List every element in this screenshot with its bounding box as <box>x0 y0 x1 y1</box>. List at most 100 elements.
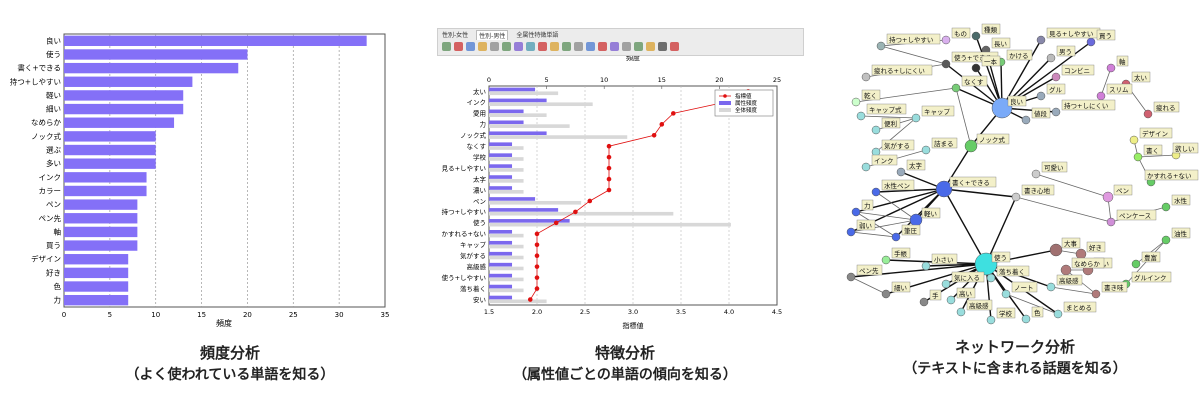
network-node-label: キャップ <box>921 105 955 117</box>
network-node <box>941 59 951 69</box>
label-box <box>956 287 976 299</box>
bar-total-frequency <box>489 124 570 128</box>
toolbar-tool-icon[interactable] <box>502 42 511 51</box>
y-tick-label: 使う <box>473 218 486 227</box>
network-edge <box>1035 173 1109 198</box>
label-text: 疲れる <box>1156 103 1176 112</box>
label-box <box>1046 83 1066 95</box>
bar-attribute-frequency <box>489 142 513 147</box>
label-box <box>1143 144 1163 156</box>
toolbar-tool-icon[interactable] <box>526 42 535 51</box>
toolbar-tool-icon[interactable] <box>598 42 607 51</box>
toolbar-tool-icon[interactable] <box>574 42 583 51</box>
y-tick-label: 多い <box>46 158 61 168</box>
label-box <box>1021 184 1055 196</box>
network-node <box>919 297 929 307</box>
label-box <box>991 37 1011 49</box>
label-text: グルインク <box>1134 273 1167 282</box>
bottom-tick-label: 3.5 <box>676 308 686 316</box>
toolbar-tool-icon[interactable] <box>586 42 595 51</box>
bar <box>64 267 129 279</box>
network-node-label: ペン <box>1113 184 1133 196</box>
bar-total-frequency <box>489 190 524 194</box>
network-node <box>1161 202 1171 212</box>
toolbar-tool-icon[interactable] <box>622 42 631 51</box>
toolbar-tool-icon[interactable] <box>670 42 679 51</box>
label-text: 良い <box>1010 97 1023 106</box>
x-tick-label: 35 <box>381 311 390 319</box>
label-box <box>1139 127 1173 139</box>
network-node <box>1129 135 1139 145</box>
label-text: キャップ式 <box>869 105 902 114</box>
label-box <box>901 224 921 236</box>
network-node-label: 太い <box>1131 71 1151 83</box>
toolbar-tool-icon[interactable] <box>550 42 559 51</box>
bar-total-frequency <box>489 222 731 227</box>
label-box <box>1171 194 1191 206</box>
network-node-label: 欲しい <box>1172 142 1199 154</box>
network-node-label: 気に入る <box>951 271 985 283</box>
x-tick-label: 25 <box>289 311 298 319</box>
toolbar-tool-icon[interactable] <box>442 42 451 51</box>
bar <box>64 172 147 183</box>
toolbar-tool-icon[interactable] <box>538 42 547 51</box>
label-box <box>1144 169 1199 181</box>
toolbar-tool-icon[interactable] <box>646 42 655 51</box>
x-tick-label: 20 <box>243 311 252 319</box>
network-node-label: 細い <box>891 281 911 293</box>
network-node-label: 書く <box>1143 144 1163 156</box>
label-text: なめらか <box>1074 260 1101 268</box>
network-node <box>871 187 881 197</box>
label-box <box>1056 274 1083 286</box>
network-node-label: 一本 <box>981 55 1001 67</box>
network-edge <box>1137 154 1177 158</box>
label-box <box>1056 45 1076 57</box>
tab-3[interactable]: 全属性特徴単語 <box>516 32 559 39</box>
network-node-label: 男う <box>1056 45 1076 57</box>
label-text: 弱い <box>859 222 872 230</box>
network-node <box>971 31 981 41</box>
network-node <box>1091 289 1101 299</box>
network-node <box>1106 63 1116 73</box>
y-tick-label: デザイン <box>31 254 61 264</box>
tab-2[interactable]: 性別-男性 <box>476 30 509 40</box>
y-tick-label: 見る+しやすい <box>442 164 486 172</box>
toolbar-tool-icon[interactable] <box>490 42 499 51</box>
network-node <box>941 279 951 289</box>
network-node-label: 力 <box>861 199 874 211</box>
y-tick-label: 使う <box>46 49 61 59</box>
network-node <box>946 295 956 305</box>
network-node-label: 書き味 <box>1101 281 1128 293</box>
x-tick-label: 15 <box>197 311 206 319</box>
bottom-tick-label: 2.5 <box>580 308 590 316</box>
toolbar-tool-icon[interactable] <box>514 42 523 51</box>
y-tick-label: 色 <box>54 281 62 291</box>
toolbar-tool-icon[interactable] <box>478 42 487 51</box>
bar-total-frequency <box>489 244 524 249</box>
toolbar-tool-icon[interactable] <box>610 42 619 51</box>
toolbar-tool-icon[interactable] <box>454 42 463 51</box>
label-box <box>976 133 1010 145</box>
label-text: 手 <box>932 291 939 300</box>
bar-total-frequency <box>489 233 524 238</box>
label-text: グル <box>1049 85 1063 94</box>
toolbar-tool-icon[interactable] <box>466 42 475 51</box>
label-text: 色 <box>1034 308 1041 317</box>
label-box <box>1031 306 1044 318</box>
network-node <box>1060 264 1072 276</box>
toolbar-tool-icon[interactable] <box>634 42 643 51</box>
network-node <box>1053 309 1063 319</box>
bar-attribute-frequency <box>489 262 513 267</box>
label-box <box>1031 107 1051 119</box>
x-tick-label: 10 <box>151 311 160 319</box>
toolbar-tool-icon[interactable] <box>658 42 667 51</box>
bar-total-frequency <box>489 255 524 260</box>
tab-1[interactable]: 性別-女性 <box>442 32 469 39</box>
bar-total-frequency <box>489 266 524 271</box>
plot-area <box>63 33 386 308</box>
toolbar-tool-icon[interactable] <box>562 42 571 51</box>
label-text: インク <box>874 157 894 165</box>
label-text: 長い <box>994 40 1007 48</box>
network-node <box>1096 91 1106 101</box>
